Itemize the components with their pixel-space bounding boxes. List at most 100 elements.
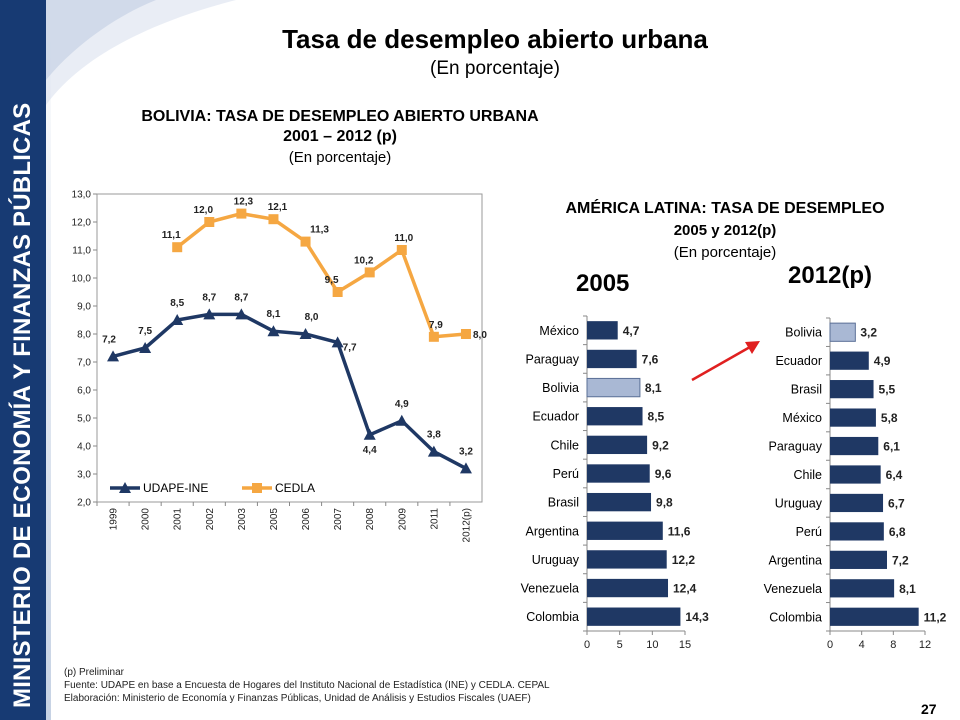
plot-area-frame xyxy=(96,193,483,503)
cedla-data-label: 9,5 xyxy=(325,275,339,286)
footnote-preliminary: (p) Preliminar xyxy=(64,667,125,678)
cedla-marker xyxy=(300,236,311,247)
cedla-data-label: 8,0 xyxy=(473,330,487,341)
legend-cedla-label: CEDLA xyxy=(275,481,315,495)
footnote-elaboration: Elaboración: Ministerio de Economía y Fi… xyxy=(64,693,531,704)
udape-marker xyxy=(235,308,248,320)
header-swoosh xyxy=(46,0,236,105)
bar2012-value-label: 11,2 xyxy=(924,610,947,624)
udape-data-label: 4,9 xyxy=(395,399,409,410)
cedla-marker xyxy=(172,242,183,253)
page-subtitle: (En porcentaje) xyxy=(430,58,560,79)
bar2005-value-label: 9,6 xyxy=(655,467,672,481)
page-title: Tasa de desempleo abierto urbana xyxy=(282,24,708,54)
y-tick-label: 2,0 xyxy=(77,498,91,509)
x-tick-label: 2002 xyxy=(205,508,216,531)
udape-data-label: 8,0 xyxy=(305,312,319,323)
bar2012-x-tick-label: 0 xyxy=(827,639,833,651)
bar2012-value-label: 6,7 xyxy=(888,496,905,510)
bar2012-category-label: México xyxy=(782,411,822,425)
bar2005-category-label: Ecuador xyxy=(532,410,579,424)
legend-udape-label: UDAPE-INE xyxy=(143,481,208,495)
sidebar xyxy=(0,0,46,720)
cedla-marker xyxy=(460,329,471,339)
x-tick-label: 2011 xyxy=(429,508,440,530)
sidebar-accent xyxy=(46,0,51,720)
bar2012-value-label: 4,9 xyxy=(874,354,891,368)
bar2012-value-label: 5,5 xyxy=(879,383,896,397)
legend-cedla-marker xyxy=(252,483,262,493)
y-tick-label: 3,0 xyxy=(77,470,91,481)
udape-data-label: 7,2 xyxy=(102,334,116,345)
bar2012-bar xyxy=(830,465,881,484)
x-tick-label: 2005 xyxy=(269,508,280,531)
bar2012-bar xyxy=(830,579,895,598)
bar2005-bar xyxy=(587,407,643,426)
bar2005-bar xyxy=(587,435,648,455)
x-tick-label: 2006 xyxy=(301,508,312,531)
x-tick-label: 2000 xyxy=(141,508,152,531)
y-tick-label: 11,0 xyxy=(72,246,91,257)
udape-marker xyxy=(139,342,152,353)
page-number: 27 xyxy=(921,701,937,717)
y-tick-label: 5,0 xyxy=(77,414,91,425)
bar2012-value-label: 7,2 xyxy=(892,553,909,567)
udape-data-label: 7,5 xyxy=(138,326,152,337)
bar2012-value-label: 3,2 xyxy=(860,326,877,340)
bolivia-chart-subtitle: (En porcentaje) xyxy=(288,149,392,166)
bar2005-bar xyxy=(587,578,669,598)
bar2012-bar xyxy=(830,607,919,626)
cedla-marker xyxy=(236,208,247,219)
bolivia-line-chart: 2,0 3,0 4,0 5,0 6,0 7,0 8,0 9,0 10,0 11,0 12,0 13,0… xyxy=(72,190,488,543)
bar2005-bar xyxy=(587,349,637,369)
udape-marker xyxy=(459,462,472,474)
cedla-series-line xyxy=(176,211,467,339)
cedla-data-label: 10,2 xyxy=(354,255,374,266)
x-tick-label: 2008 xyxy=(365,508,376,531)
bar2012-category-label: Uruguay xyxy=(775,496,823,510)
udape-data-label: 8,1 xyxy=(267,309,281,320)
bar2005-x-tick-label: 15 xyxy=(679,639,691,651)
bar2012-category-label: Paraguay xyxy=(768,440,822,454)
bar2005-value-label: 9,8 xyxy=(656,496,673,510)
cedla-marker xyxy=(396,245,407,255)
udape-data-label: 3,8 xyxy=(427,430,441,441)
bar2005-value-label: 12,2 xyxy=(672,553,696,567)
bar2005-bar xyxy=(586,377,641,398)
udape-marker xyxy=(363,428,376,440)
bar2012-x-tick-label: 12 xyxy=(919,639,931,651)
udape-marker xyxy=(267,325,280,337)
bar2005-x-tick-label: 10 xyxy=(646,639,658,651)
bolivia-chart-years: 2001 – 2012 (p) xyxy=(283,128,397,145)
arrow-shaft xyxy=(691,345,751,382)
cedla-data-label: 7,9 xyxy=(429,320,443,331)
bar2005-value-label: 14,3 xyxy=(685,610,709,624)
y-tick-label: 13,0 xyxy=(72,190,92,201)
latam-bar-chart-2012: 0 4 8 12 Bolivia 3,2 Ecuador 4,9 Brasil 5,5 México… xyxy=(764,317,947,651)
latam-bar-chart-2005: 0 5 10 15 México 4,7 Paraguay 7,6 Bolivia 8,1 Ecua… xyxy=(521,315,709,651)
bar2005-bar xyxy=(587,321,618,340)
latam-chart-subtitle: (En porcentaje) xyxy=(673,244,777,261)
cedla-marker xyxy=(204,217,215,227)
y-tick-label: 6,0 xyxy=(77,386,91,397)
bar2012-bar xyxy=(830,436,879,456)
cedla-data-label: 11,3 xyxy=(310,225,329,236)
x-tick-label: 2007 xyxy=(333,508,344,531)
bar2005-x-tick-label: 5 xyxy=(617,639,623,651)
y-tick-label: 4,0 xyxy=(77,442,91,453)
bar2005-category-label: Bolivia xyxy=(542,381,579,395)
footnote-source: Fuente: UDAPE en base a Encuesta de Hoga… xyxy=(64,680,550,691)
udape-marker xyxy=(299,328,312,339)
bar2012-bar xyxy=(830,351,869,370)
x-tick-label: 2003 xyxy=(237,508,248,531)
latam-chart-years: 2005 y 2012(p) xyxy=(673,222,777,239)
y-tick-label: 12,0 xyxy=(72,218,92,229)
bar2012-category-label: Perú xyxy=(796,525,822,539)
y-tick-label: 7,0 xyxy=(77,358,91,369)
udape-marker xyxy=(203,308,216,320)
bar2005-category-label: Perú xyxy=(553,467,579,481)
cedla-marker xyxy=(332,287,343,297)
bolivia-comparison-arrow xyxy=(691,341,760,382)
x-tick-label: 2001 xyxy=(173,508,184,531)
